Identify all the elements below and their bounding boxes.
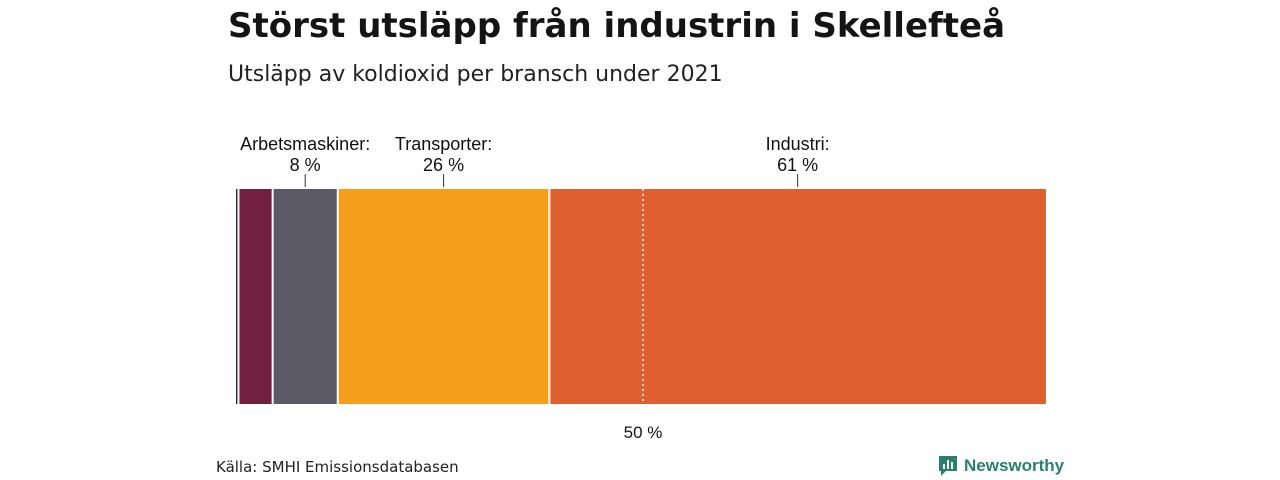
chart-subtitle: Utsläpp av koldioxid per bransch under 2… bbox=[228, 62, 723, 87]
segment-value-label-industri: 61 % bbox=[777, 155, 818, 175]
bar-segment-ovrigt bbox=[236, 189, 239, 404]
brand-name: Newsworthy bbox=[964, 456, 1065, 475]
bar-segment-arbetsmaskiner bbox=[272, 189, 338, 404]
segment-value-label-transporter: 26 % bbox=[423, 155, 464, 175]
bar-segment-ovrigt-2 bbox=[238, 189, 273, 404]
bar-segment-industri bbox=[549, 189, 1046, 404]
stacked-bar-chart: Arbetsmaskiner:8 % Transporter:26 % Indust… bbox=[236, 134, 1046, 442]
segment-label-arbetsmaskiner: Arbetsmaskiner: bbox=[240, 134, 370, 154]
bar-segment-transporter bbox=[337, 189, 550, 404]
chart-title: Störst utsläpp från industrin i Skelleft… bbox=[228, 6, 1006, 46]
reference-line-label: 50 % bbox=[624, 423, 663, 442]
segment-label-industri: Industri: bbox=[766, 134, 830, 154]
source-note: Källa: SMHI Emissionsdatabasen bbox=[216, 458, 459, 476]
segment-label-transporter: Transporter: bbox=[395, 134, 492, 154]
newsworthy-logo-icon bbox=[939, 456, 957, 476]
brand-logo[interactable]: Newsworthy bbox=[938, 455, 1064, 477]
segment-value-label-arbetsmaskiner: 8 % bbox=[290, 155, 321, 175]
